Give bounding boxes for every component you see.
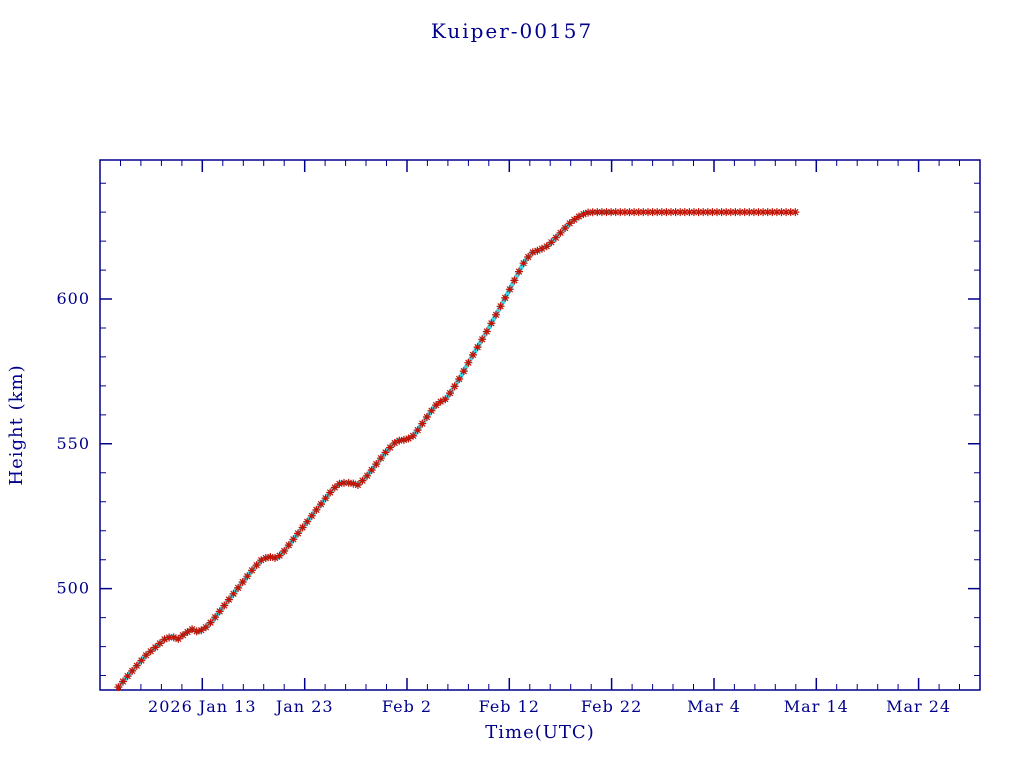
chart-title: Kuiper-00157 (431, 19, 593, 43)
data-series (114, 208, 800, 692)
y-axis-label: Height (km) (6, 364, 27, 485)
x-tick-label: Feb 12 (479, 697, 540, 716)
plot-border (99, 159, 981, 691)
y-tick-label: 550 (56, 434, 90, 453)
measured-track-line (118, 211, 796, 688)
x-tick-label: Feb 2 (382, 697, 432, 716)
x-axis-label: Time(UTC) (485, 722, 594, 743)
tick-labels: 2026 Jan 13 Jan 23 Feb 2 Feb 12 Feb 22 Mar 4 M… (56, 289, 951, 716)
smoothed-track-line (116, 209, 614, 690)
x-tick-label: Mar 24 (886, 697, 951, 716)
x-tick-label: Mar 14 (784, 697, 849, 716)
major-ticks (100, 160, 980, 690)
x-tick-label: Jan 23 (274, 697, 334, 716)
y-tick-label: 500 (56, 579, 90, 598)
asterisk-markers (114, 208, 800, 692)
x-tick-label: Feb 22 (581, 697, 642, 716)
x-tick-label: 2026 Jan 13 (148, 697, 257, 716)
plot-frame (99, 159, 981, 691)
y-tick-label: 600 (56, 289, 90, 308)
minor-ticks (100, 160, 980, 690)
x-tick-label: Mar 4 (687, 697, 741, 716)
